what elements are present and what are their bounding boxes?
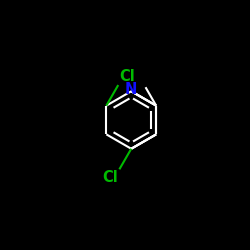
Text: Cl: Cl	[102, 170, 118, 185]
Text: Cl: Cl	[120, 69, 135, 84]
Text: N: N	[125, 82, 138, 98]
